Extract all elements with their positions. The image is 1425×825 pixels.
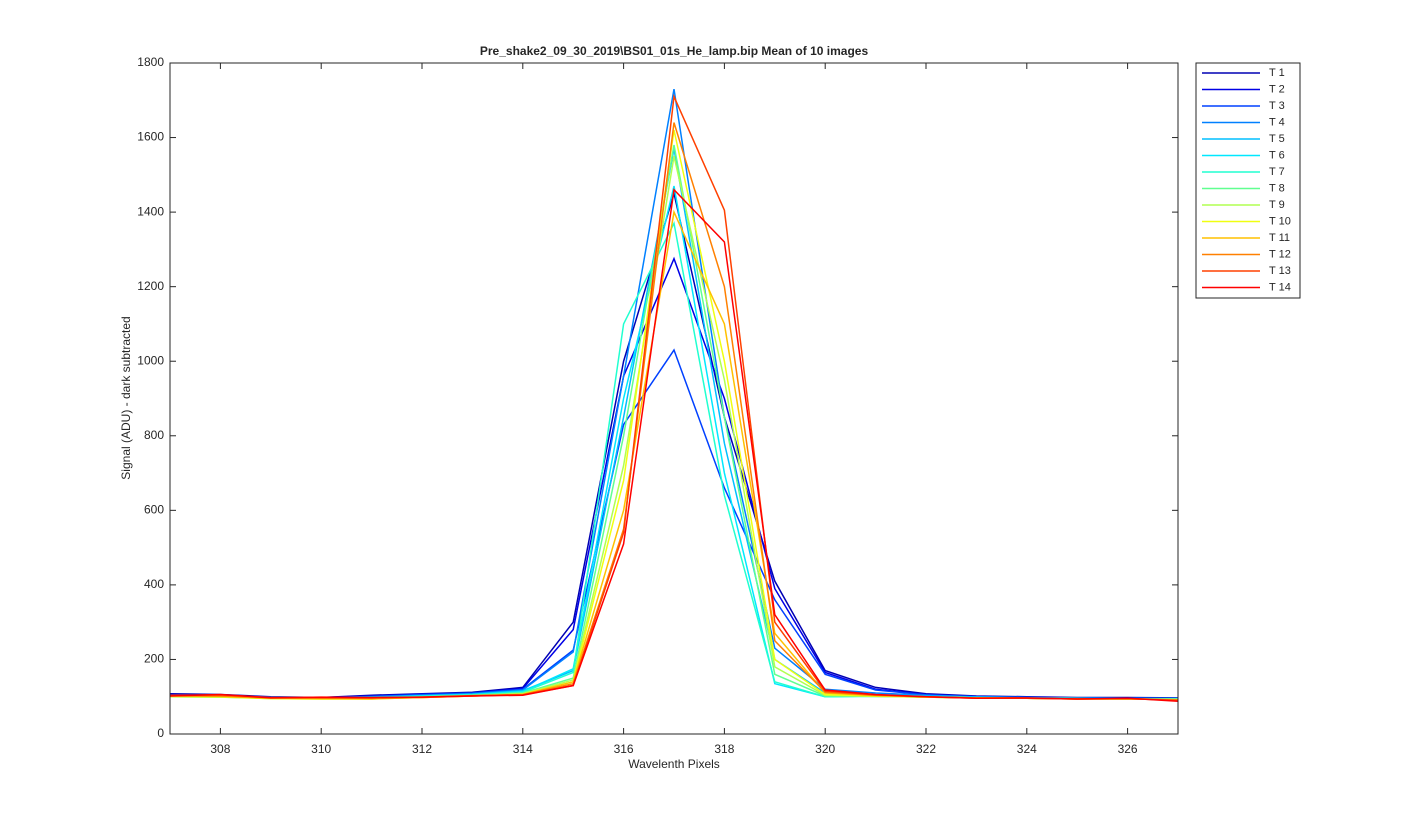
x-tick-label: 322 bbox=[916, 742, 936, 756]
legend-label: T 10 bbox=[1269, 215, 1291, 227]
y-tick-label: 400 bbox=[144, 577, 164, 591]
x-tick-label: 324 bbox=[1017, 742, 1037, 756]
legend-box bbox=[1195, 62, 1301, 299]
x-tick-label: 310 bbox=[311, 742, 331, 756]
legend-label: T 13 bbox=[1269, 265, 1291, 277]
y-tick-label: 1400 bbox=[137, 204, 164, 218]
x-tick-label: 308 bbox=[210, 742, 230, 756]
plot-frame bbox=[169, 62, 1179, 735]
legend-label: T 7 bbox=[1269, 166, 1285, 178]
y-tick-label: 1600 bbox=[137, 130, 164, 144]
legend-label: T 4 bbox=[1269, 116, 1285, 128]
legend-label: T 12 bbox=[1269, 248, 1291, 260]
x-tick-label: 316 bbox=[614, 742, 634, 756]
y-tick-label: 600 bbox=[144, 503, 164, 517]
x-tick-label: 318 bbox=[714, 742, 734, 756]
legend-label: T 11 bbox=[1269, 232, 1290, 244]
x-tick-label: 320 bbox=[815, 742, 835, 756]
x-axis-label: Wavelenth Pixels bbox=[628, 757, 720, 771]
y-tick-label: 1000 bbox=[137, 353, 164, 367]
legend-label: T 6 bbox=[1269, 149, 1285, 161]
series-line bbox=[169, 188, 1179, 702]
y-tick-label: 1200 bbox=[137, 279, 164, 293]
legend-label: T 2 bbox=[1269, 83, 1285, 95]
legend-label: T 3 bbox=[1269, 100, 1285, 112]
y-tick-label: 800 bbox=[144, 428, 164, 442]
x-tick-label: 312 bbox=[412, 742, 432, 756]
x-tick-label: 326 bbox=[1118, 742, 1138, 756]
chart-title: Pre_shake2_09_30_2019\BS01_01s_He_lamp.b… bbox=[480, 44, 869, 58]
legend-label: T 9 bbox=[1269, 199, 1285, 211]
y-tick-label: 0 bbox=[157, 726, 164, 740]
y-tick-label: 200 bbox=[144, 652, 164, 666]
legend-label: T 5 bbox=[1269, 133, 1285, 145]
y-axis-label: Signal (ADU) - dark subtracted bbox=[119, 316, 133, 479]
y-tick-label: 1800 bbox=[137, 55, 164, 69]
legend-label: T 8 bbox=[1269, 182, 1285, 194]
legend-label: T 1 bbox=[1269, 67, 1285, 79]
legend-label: T 14 bbox=[1269, 281, 1291, 293]
x-tick-label: 314 bbox=[513, 742, 533, 756]
